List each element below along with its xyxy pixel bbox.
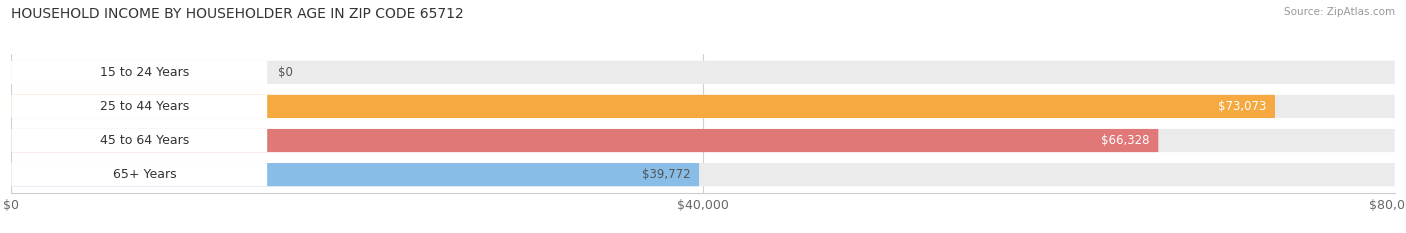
Text: 25 to 44 Years: 25 to 44 Years: [100, 100, 188, 113]
FancyBboxPatch shape: [11, 163, 267, 186]
Text: 45 to 64 Years: 45 to 64 Years: [100, 134, 188, 147]
Text: $66,328: $66,328: [1101, 134, 1150, 147]
FancyBboxPatch shape: [11, 129, 1395, 152]
FancyBboxPatch shape: [11, 61, 267, 84]
Text: Source: ZipAtlas.com: Source: ZipAtlas.com: [1284, 7, 1395, 17]
FancyBboxPatch shape: [11, 95, 1395, 118]
Text: $39,772: $39,772: [641, 168, 690, 181]
FancyBboxPatch shape: [11, 95, 1275, 118]
FancyBboxPatch shape: [11, 163, 699, 186]
FancyBboxPatch shape: [11, 95, 267, 118]
FancyBboxPatch shape: [11, 163, 1395, 186]
Text: HOUSEHOLD INCOME BY HOUSEHOLDER AGE IN ZIP CODE 65712: HOUSEHOLD INCOME BY HOUSEHOLDER AGE IN Z…: [11, 7, 464, 21]
Text: 65+ Years: 65+ Years: [112, 168, 176, 181]
FancyBboxPatch shape: [11, 129, 267, 152]
Text: 15 to 24 Years: 15 to 24 Years: [100, 66, 188, 79]
FancyBboxPatch shape: [11, 129, 1159, 152]
FancyBboxPatch shape: [11, 61, 1395, 84]
Text: $73,073: $73,073: [1218, 100, 1267, 113]
Text: $0: $0: [277, 66, 292, 79]
